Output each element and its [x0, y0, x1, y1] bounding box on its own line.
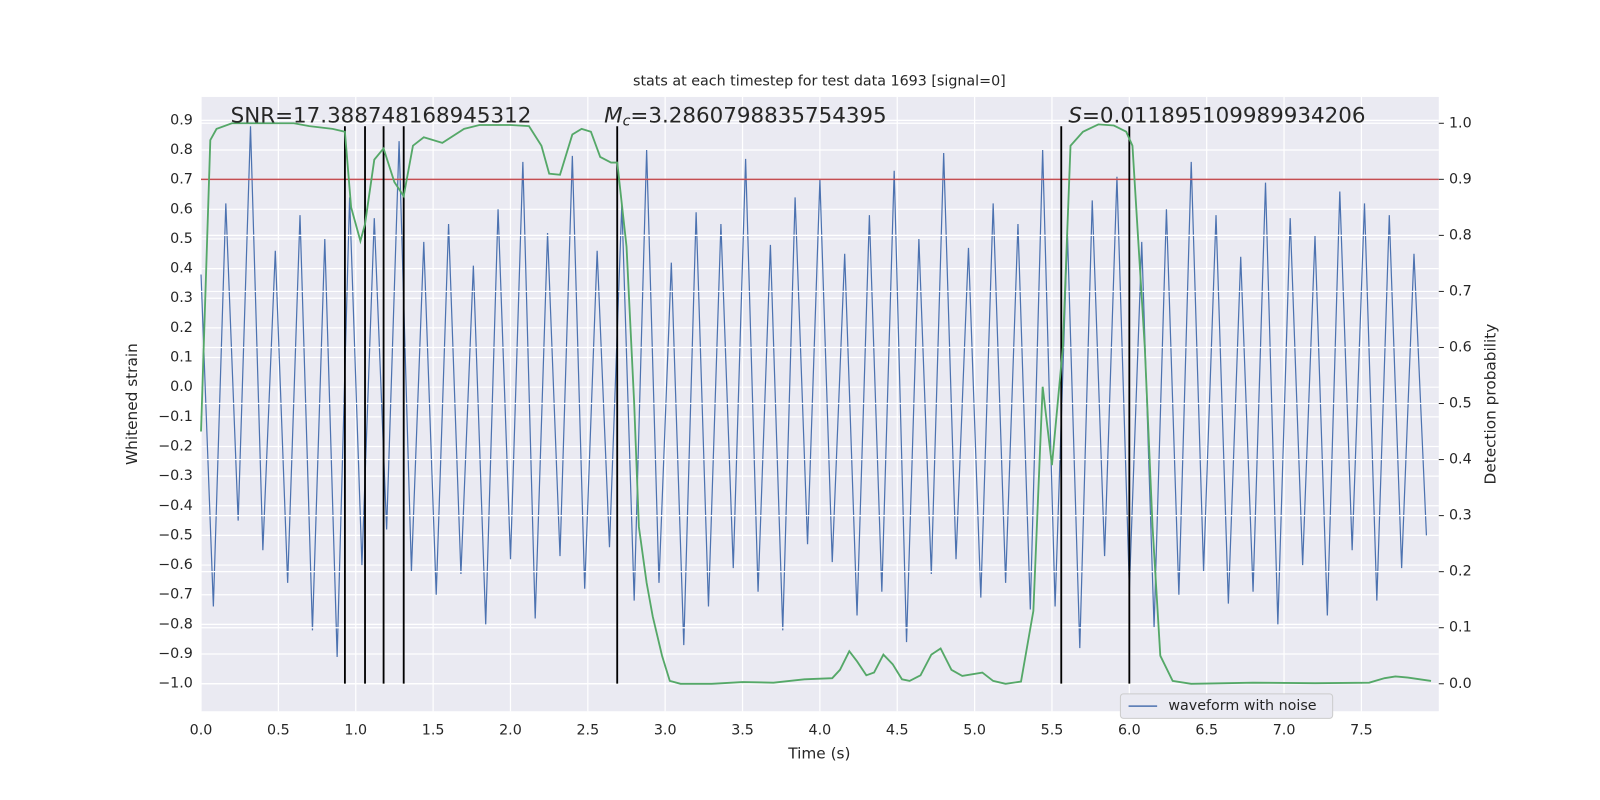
annotation-text: SNR=17.388748168945312: [231, 103, 532, 128]
y-tick-label: 0.7: [170, 172, 193, 188]
y2-tick-label: 0.2: [1449, 564, 1472, 580]
y-tick-label: −1.0: [158, 676, 193, 692]
x-axis-label: Time (s): [787, 745, 850, 763]
y-tick-label: 0.0: [170, 379, 193, 395]
x-tick-label: 5.5: [1041, 723, 1064, 739]
x-tick-label: 2.0: [499, 723, 522, 739]
y2-tick-label: 0.4: [1449, 452, 1472, 468]
annotation-symbol: S: [1068, 103, 1082, 128]
y-tick-label: −0.4: [158, 498, 193, 514]
x-tick-label: 6.0: [1118, 723, 1141, 739]
annotation: SNR=17.388748168945312: [231, 103, 532, 128]
x-tick-label: 0.0: [190, 723, 213, 739]
y2-tick-label: 0.8: [1449, 227, 1472, 243]
y-tick-label: −0.1: [158, 409, 193, 425]
annotation-subscript: c: [623, 113, 631, 129]
y2-tick-label: 0.3: [1449, 508, 1472, 524]
annotation-text: =0.011895109989934206: [1082, 103, 1366, 128]
x-tick-label: 0.5: [267, 723, 290, 739]
y-tick-label: −0.8: [158, 616, 193, 632]
y-tick-label: 0.8: [170, 142, 193, 158]
x-tick-label: 2.5: [576, 723, 599, 739]
y-tick-label: 0.3: [170, 290, 193, 306]
y-tick-label: −0.3: [158, 468, 193, 484]
y-tick-label: 0.1: [170, 350, 193, 366]
y-tick-label: −0.2: [158, 438, 193, 454]
waveform-line: [200, 126, 1428, 657]
y2-tick-label: 1.0: [1449, 115, 1472, 131]
x-tick-label: 6.5: [1195, 723, 1218, 739]
annotation-symbol: M: [604, 103, 622, 128]
y2-tick-label: 0.5: [1449, 396, 1472, 412]
y2-tick-label: 0.6: [1449, 339, 1472, 355]
y2-tick-label: 0.9: [1449, 171, 1472, 187]
y-tick-label: 0.9: [170, 112, 193, 128]
x-tick-label: 4.5: [886, 723, 909, 739]
annotation-text: =3.2860798835754395: [630, 103, 886, 128]
x-tick-label: 1.5: [422, 723, 445, 739]
y-tick-label: −0.9: [158, 646, 193, 662]
x-tick-label: 4.0: [809, 723, 832, 739]
x-tick-label: 1.0: [344, 723, 367, 739]
probability-line: [200, 122, 1432, 685]
chart-title: stats at each timestep for test data 169…: [633, 74, 1006, 90]
y2-tick-label: 0.7: [1449, 283, 1472, 299]
x-tick-label: 7.0: [1273, 723, 1296, 739]
y-axis-label: Whitened strain: [123, 343, 141, 465]
y-tick-label: 0.5: [170, 231, 193, 247]
x-tick-label: 7.5: [1350, 723, 1373, 739]
annotation: Mc=3.2860798835754395: [604, 103, 887, 129]
annotation: S=0.011895109989934206: [1068, 103, 1365, 128]
x-tick-label: 5.0: [963, 723, 986, 739]
y-tick-label: −0.5: [158, 527, 193, 543]
x-tick-label: 3.5: [731, 723, 754, 739]
y-tick-label: −0.7: [158, 587, 193, 603]
y-tick-label: 0.6: [170, 201, 193, 217]
y2-axis-label: Detection probability: [1481, 324, 1499, 485]
y-tick-label: −0.6: [158, 557, 193, 573]
x-tick-label: 3.0: [654, 723, 677, 739]
y-tick-label: 0.4: [170, 261, 193, 277]
legend-box: [1119, 693, 1334, 719]
legend-label: waveform with noise: [1168, 698, 1316, 714]
y2-tick-label: 0.1: [1449, 620, 1472, 636]
y2-tick-label: 0.0: [1449, 676, 1472, 692]
y-tick-label: 0.2: [170, 320, 193, 336]
